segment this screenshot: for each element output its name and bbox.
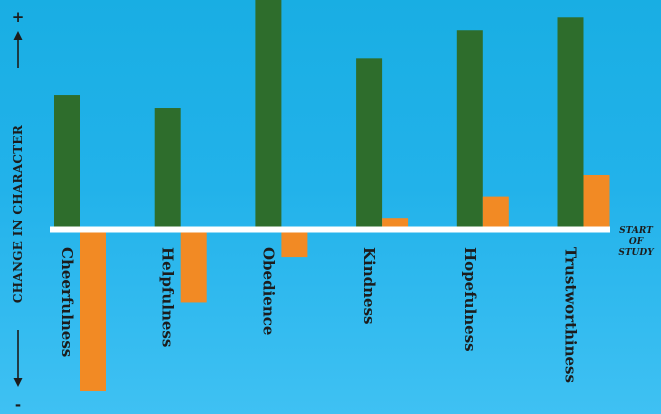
y-axis-plus-marker: + bbox=[12, 8, 25, 26]
baseline-label-line-1: START bbox=[619, 226, 654, 236]
category-label-cheerfulness: Cheerfulness bbox=[58, 247, 76, 357]
bar-cheerfulness-series-1 bbox=[54, 95, 80, 229]
baseline-label-line-3: STUDY bbox=[618, 248, 655, 258]
baseline-label-line-2: OF bbox=[629, 237, 644, 247]
bar-cheerfulness-series-2 bbox=[80, 229, 106, 392]
category-label-trustworthiness: Trustworthiness bbox=[562, 247, 580, 383]
y-axis-down-arrow bbox=[13, 330, 23, 387]
y-axis-minus-marker: - bbox=[15, 396, 21, 414]
y-axis-label: CHANGE IN CHARACTER bbox=[11, 124, 25, 303]
category-label-helpfulness: Helpfulness bbox=[159, 247, 177, 347]
category-label-kindness: Kindness bbox=[360, 247, 378, 324]
category-labels: Cheerfulness Helpfulness Obedience Kindness… bbox=[58, 247, 580, 383]
bar-kindness-series-2 bbox=[382, 218, 409, 229]
y-axis-up-arrow bbox=[13, 31, 23, 68]
bar-trustworthiness-series-2 bbox=[583, 174, 610, 229]
bar-obedience-series-2 bbox=[281, 229, 308, 258]
bar-helpfulness-series-2 bbox=[180, 229, 207, 303]
bar-trustworthiness-series-1 bbox=[557, 17, 584, 229]
bar-helpfulness-series-1 bbox=[154, 108, 181, 229]
baseline-label: START OF STUDY bbox=[618, 226, 655, 258]
bars-group bbox=[54, 0, 610, 392]
category-label-obedience: Obedience bbox=[259, 247, 277, 335]
bar-kindness-series-1 bbox=[356, 58, 383, 230]
category-label-hopefulness: Hopefulness bbox=[461, 247, 479, 352]
bar-hopefulness-series-2 bbox=[482, 196, 509, 229]
bar-hopefulness-series-1 bbox=[456, 30, 483, 229]
bar-obedience-series-1 bbox=[255, 0, 282, 229]
